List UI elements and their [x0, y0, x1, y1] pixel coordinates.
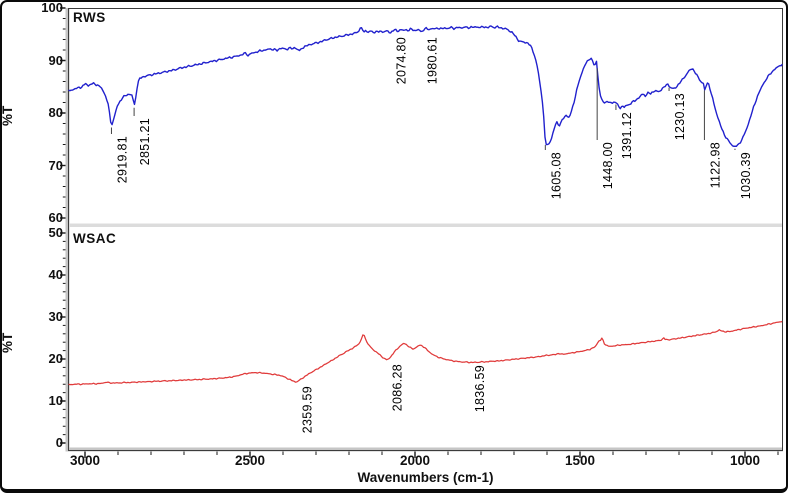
panel-title-wsac: WSAC — [73, 231, 117, 246]
x-tick-label: 3000 — [69, 453, 101, 468]
peak-label: 1980.61 — [425, 37, 439, 84]
peak-label: 2919.81 — [115, 136, 129, 183]
x-tick-label: 1000 — [729, 453, 761, 468]
x-tick-label: 2000 — [399, 453, 431, 468]
peak-label: 2359.59 — [300, 386, 314, 433]
y-tick-label: 80 — [48, 105, 63, 120]
x-tick-label: 2500 — [234, 453, 266, 468]
peak-label: 1230.13 — [673, 93, 687, 140]
panel-divider — [68, 223, 783, 227]
peak-label: 1122.98 — [708, 142, 722, 188]
x-axis-label: Wavenumbers (cm-1) — [357, 470, 494, 485]
y-axis-label-top: %T — [0, 105, 15, 126]
peak-label: 1448.00 — [601, 142, 615, 189]
y-axis-label-bottom: %T — [0, 332, 15, 353]
y-tick-label: 20 — [48, 351, 63, 366]
peak-label: 1605.08 — [549, 152, 563, 199]
panel-title-rws: RWS — [73, 10, 106, 25]
y-axis-band — [65, 8, 70, 452]
y-tick-label: 60 — [48, 210, 63, 225]
y-tick-label: 90 — [48, 52, 63, 68]
spectrum-line-wsac — [68, 320, 783, 386]
peak-label: 1030.39 — [739, 152, 753, 199]
plot-frame — [68, 8, 783, 451]
peak-label: 1391.12 — [620, 112, 634, 159]
spectrum-line-rws — [68, 25, 783, 147]
y-tick-label: 0 — [55, 435, 63, 450]
y-tick-label: 30 — [48, 309, 63, 324]
y-tick-label: 70 — [48, 157, 63, 173]
y-tick-label: 100 — [41, 0, 63, 15]
x-tick-label: 1500 — [564, 453, 596, 468]
y-tick-label: 50 — [48, 225, 63, 240]
peak-label: 2086.28 — [391, 364, 405, 411]
y-tick-label: 10 — [48, 393, 63, 408]
peak-label: 2851.21 — [138, 118, 152, 165]
x-axis-band — [68, 447, 783, 452]
peak-label: 2074.80 — [394, 37, 408, 84]
peak-label: 1836.59 — [473, 365, 487, 412]
y-tick-label: 40 — [48, 267, 63, 282]
